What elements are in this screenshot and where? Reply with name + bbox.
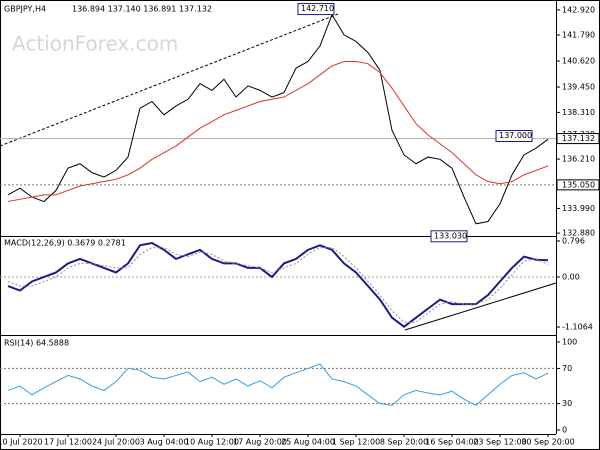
y-tick-label: 139.450 [562, 83, 595, 92]
watermark: ActionForex.com [12, 32, 178, 56]
annotation-box [495, 130, 533, 143]
x-tick-label: 25 Aug 04:00 [281, 438, 335, 447]
x-tick-label: 8 Sep 20:00 [380, 438, 428, 447]
y-tick-label: -1.1064 [562, 323, 593, 332]
x-tick-label: 10 Aug 12:00 [185, 438, 239, 447]
x-tick-label: 16 Sep 04:00 [425, 438, 478, 447]
y-tick-label: 133.990 [562, 204, 595, 213]
x-tick-label: 3 Aug 04:00 [140, 438, 189, 447]
x-tick-label: 17 Jul 12:00 [44, 438, 92, 447]
panel-title: MACD(12,26,9) 0.3679 0.2781 [4, 239, 126, 248]
annotation-label: 142.710 [301, 4, 334, 13]
annotation-label: 137.000 [499, 131, 532, 140]
price-box [556, 179, 600, 191]
x-tick-label: 30 Sep 20:00 [521, 438, 574, 447]
trend-line [0, 13, 339, 147]
x-tick-label: 1 Sep 12:00 [332, 438, 380, 447]
annotation-box [297, 3, 335, 16]
y-tick-label: 141.790 [562, 31, 595, 40]
y-tick-label: 136.210 [562, 155, 595, 164]
panel-title: RSI(14) 64.5888 [4, 339, 69, 348]
y-tick-label: 132.880 [562, 229, 595, 238]
annotation-label: 133.030 [434, 231, 467, 240]
chart-subtitle: 136.894 137.140 136.891 137.132 [72, 5, 212, 14]
y-tick-label: 0 [562, 426, 567, 435]
price-box-label: 135.050 [562, 180, 595, 189]
x-tick-label: 17 Aug 20:00 [233, 438, 287, 447]
chart-title: GBPJPY,H4 [4, 5, 46, 14]
annotation-box [430, 230, 468, 243]
y-tick-label: 138.310 [562, 108, 595, 117]
y-tick-label: 100 [562, 338, 577, 347]
series-line [7, 13, 549, 225]
y-tick-label: 0.796 [562, 236, 585, 245]
y-tick-label: 70 [562, 364, 572, 373]
series-line [7, 363, 549, 406]
y-tick-label: 140.620 [562, 57, 595, 66]
y-tick-label: 30 [562, 399, 572, 408]
series-line [7, 60, 549, 203]
x-tick-label: 24 Jul 20:00 [92, 438, 140, 447]
x-tick-label: 10 Jul 2020 [0, 438, 43, 447]
series-line [7, 242, 549, 328]
x-tick-label: 23 Sep 12:00 [473, 438, 526, 447]
y-tick-label: 142.920 [562, 5, 595, 14]
trend-line [404, 282, 557, 331]
price-box [556, 133, 600, 145]
series-line [7, 247, 549, 323]
price-box-label: 137.132 [562, 134, 595, 143]
y-tick-label: 0.00 [562, 272, 580, 281]
